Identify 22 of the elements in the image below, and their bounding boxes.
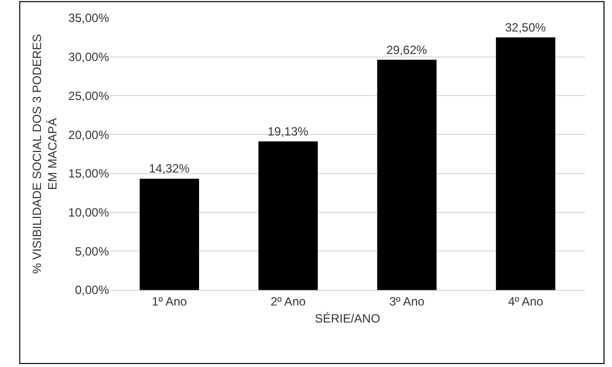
y-tick-label: 0,00% <box>74 283 110 298</box>
x-tick-label: 3º Ano <box>389 294 425 308</box>
y-tick-label: 30,00% <box>68 50 110 64</box>
data-label: 29,62% <box>386 42 428 57</box>
y-axis-title: % VISIBILIDADE SOCIAL DOS 3 PODERES EM MACAPÁ <box>30 34 60 274</box>
bar <box>258 141 318 290</box>
y-tick-label: 10,00% <box>68 205 110 220</box>
bar <box>496 37 556 290</box>
x-tick-label: 1º Ano <box>152 294 188 308</box>
y-tick-label: 35,00% <box>68 11 110 26</box>
x-tick-label: 4º Ano <box>508 294 544 308</box>
x-axis-title: SÉRIE/ANO <box>314 311 380 326</box>
y-tick-label: 15,00% <box>68 166 110 181</box>
x-tick-label: 2º Ano <box>270 294 306 308</box>
data-label: 14,32% <box>148 162 190 176</box>
y-tick-label: 20,00% <box>68 128 110 142</box>
data-label: 32,50% <box>505 20 546 34</box>
y-tick-label: 5,00% <box>74 244 110 258</box>
y-tick-label: 25,00% <box>68 88 110 103</box>
data-label: 19,13% <box>268 124 309 138</box>
bar <box>377 60 437 290</box>
bar <box>140 178 200 290</box>
